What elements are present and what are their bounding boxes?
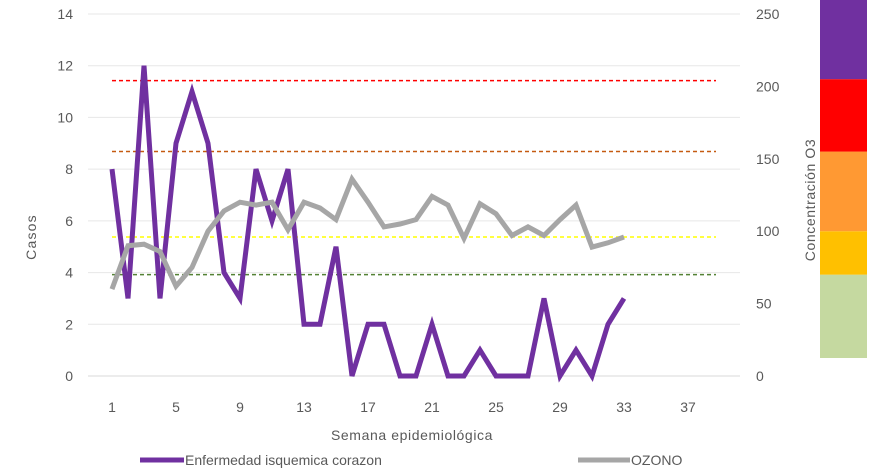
series-line-enfermedad <box>109 65 627 383</box>
x-tick-label: 21 <box>424 399 440 415</box>
color-scale-segment <box>820 274 867 358</box>
y-tick-label: 12 <box>57 58 73 74</box>
axis-labels: 0 2 4 6 8 10 12 14 0 50 100 150 200 250 1 5 9 13 17 21 25 29 3… <box>57 6 779 415</box>
y-tick-label: 10 <box>57 109 73 125</box>
y2-tick-label: 200 <box>756 78 780 94</box>
x-tick-label: 13 <box>296 399 312 415</box>
color-scale-segment <box>820 151 867 232</box>
color-scale-segment <box>820 0 867 80</box>
y-tick-label: 0 <box>65 368 73 384</box>
y-axis-title: Casos <box>23 214 39 260</box>
x-tick-label: 25 <box>488 399 504 415</box>
legend-label: OZONO <box>631 452 682 468</box>
y2-tick-label: 150 <box>756 151 780 167</box>
color-scale-segment <box>820 79 867 152</box>
y2-axis-title: Concentración O3 <box>802 139 818 261</box>
y2-tick-label: 100 <box>756 223 780 239</box>
ozone-color-scale <box>820 0 867 358</box>
gridlines <box>88 13 740 377</box>
reference-lines <box>112 79 716 276</box>
y2-tick-label: 0 <box>756 368 764 384</box>
y-tick-label: 14 <box>57 6 73 22</box>
legend-label: Enfermedad isquemica corazon <box>185 452 382 468</box>
series-line-ozono <box>109 173 625 291</box>
x-tick-label: 29 <box>552 399 568 415</box>
x-tick-label: 1 <box>108 399 116 415</box>
y2-tick-label: 50 <box>756 296 772 312</box>
x-tick-label: 17 <box>360 399 376 415</box>
x-tick-label: 37 <box>680 399 696 415</box>
y-tick-label: 8 <box>65 161 73 177</box>
legend: Enfermedad isquemica corazon OZONO <box>140 452 682 468</box>
x-tick-label: 9 <box>236 399 244 415</box>
x-tick-label: 33 <box>616 399 632 415</box>
y2-tick-label: 250 <box>756 6 780 22</box>
y-tick-label: 4 <box>65 265 73 281</box>
y-tick-label: 6 <box>65 213 73 229</box>
series-layer <box>109 65 627 383</box>
x-tick-label: 5 <box>172 399 180 415</box>
color-scale-segment <box>820 231 867 275</box>
y-tick-label: 2 <box>65 316 73 332</box>
x-axis-title: Semana epidemiológica <box>331 427 493 443</box>
